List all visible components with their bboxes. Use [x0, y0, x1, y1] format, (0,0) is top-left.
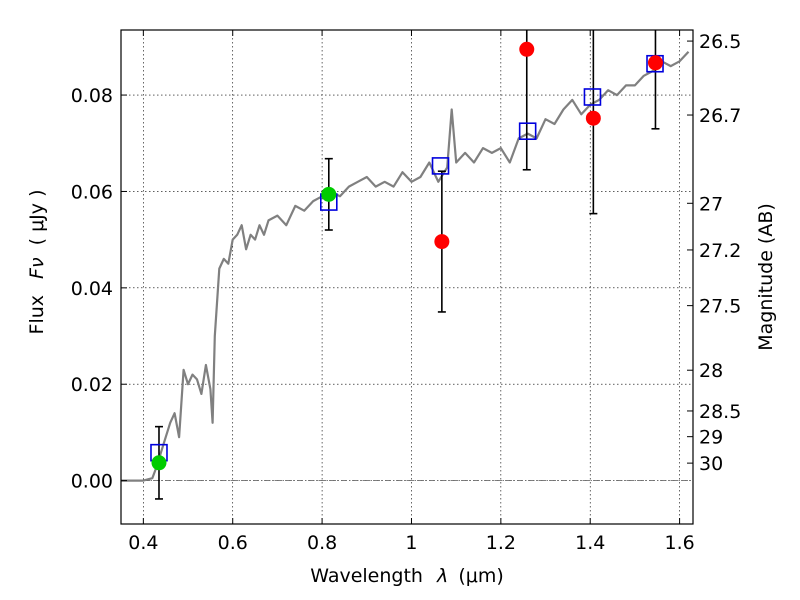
right-axis-tick-label: 27.2 — [699, 240, 741, 262]
y-tick-label: 0.00 — [71, 471, 113, 493]
y-tick-label: 0.02 — [71, 374, 113, 396]
x-axis-label: Wavelength λ (μm) — [310, 565, 503, 587]
right-axis-label: Magnitude (AB) — [755, 203, 777, 351]
y-tick-label: 0.04 — [71, 278, 113, 300]
y-tick-label: 0.08 — [71, 85, 113, 107]
x-tick-label: 1.6 — [664, 532, 694, 554]
y-tick-label: 0.06 — [71, 181, 113, 203]
right-axis-tick-label: 30 — [699, 453, 723, 475]
synthetic-point — [431, 157, 450, 175]
observed-point — [585, 110, 601, 126]
x-tick-label: 1.4 — [575, 532, 605, 554]
observed-point — [647, 55, 663, 71]
x-tick-label: 0.4 — [128, 532, 158, 554]
x-tick-label: 0.8 — [307, 532, 337, 554]
x-tick-label: 1 — [405, 532, 417, 554]
detected-point — [151, 455, 167, 471]
right-axis-tick-label: 29 — [699, 427, 723, 449]
model-spectrum — [121, 50, 690, 482]
model-spectrum-line — [121, 50, 690, 482]
right-axis-tick-label: 28 — [699, 360, 723, 382]
synthetic-point — [518, 122, 537, 141]
y-axis-label: Flux Fν ( μJy ) — [26, 190, 48, 335]
x-tick-label: 0.6 — [218, 532, 248, 554]
y-axis-ticks: 0.00 0.02 0.04 0.06 0.08 — [71, 85, 127, 493]
x-axis-ticks: 0.4 0.6 0.8 1 1.2 1.4 1.6 — [128, 30, 695, 554]
right-axis-tick-label: 26.7 — [699, 105, 741, 127]
observed-photometry-markers — [151, 41, 663, 471]
detected-point — [321, 186, 337, 202]
right-axis-tick-label: 26.5 — [699, 31, 741, 53]
right-axis-ticks: 26.5 26.7 27 27.2 27.5 28 28.5 29 30 — [687, 31, 741, 475]
synthetic-point — [583, 88, 602, 106]
observed-point — [434, 234, 450, 250]
right-axis-tick-label: 27.5 — [699, 296, 741, 318]
right-axis-tick-label: 27 — [699, 193, 723, 215]
grid — [121, 30, 693, 524]
plot-frame — [120, 29, 694, 525]
right-axis-tick-label: 28.5 — [699, 401, 741, 423]
x-tick-label: 1.2 — [486, 532, 516, 554]
observed-point — [519, 41, 535, 57]
